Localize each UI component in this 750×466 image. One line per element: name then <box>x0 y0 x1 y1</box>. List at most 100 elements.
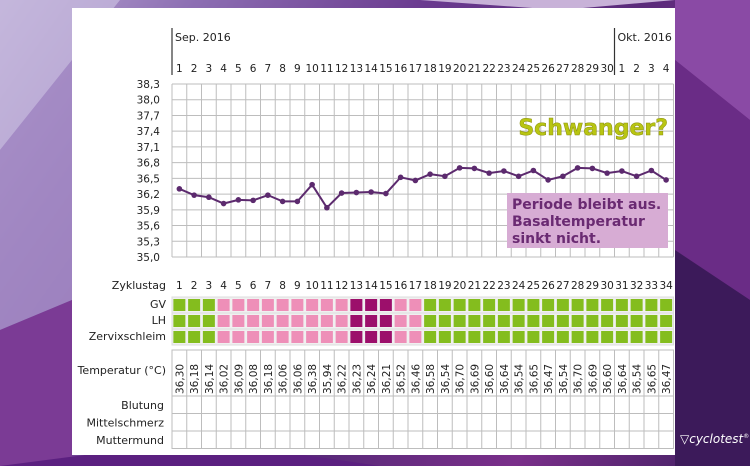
indicator-square <box>630 315 643 327</box>
indicator-square <box>438 331 451 343</box>
y-tick-label: 37,1 <box>137 142 160 154</box>
indicator-square <box>527 299 540 311</box>
month-label: Sep. 2016 <box>175 31 231 44</box>
indicator-square <box>556 331 569 343</box>
indicator-square <box>615 315 628 327</box>
indicator-square <box>542 299 555 311</box>
indicator-row-label: GV <box>150 298 167 311</box>
cycle-day: 9 <box>294 280 301 292</box>
temperature-value: 36,47 <box>543 364 555 394</box>
indicator-square <box>394 331 407 343</box>
note-box <box>507 193 668 248</box>
temperature-point <box>176 186 183 192</box>
cycle-day: 7 <box>265 280 272 292</box>
y-tick-label: 35,6 <box>137 221 161 233</box>
indicator-square <box>424 299 437 311</box>
temperature-value: 35,94 <box>322 364 334 394</box>
temperature-point <box>206 194 212 201</box>
extra-row-label: Blutung <box>121 399 164 412</box>
indicator-square <box>276 299 289 311</box>
indicator-square <box>379 331 392 343</box>
indicator-square <box>424 315 437 327</box>
date-label: 17 <box>409 63 422 75</box>
indicator-square <box>306 315 319 327</box>
cycle-day: 1 <box>176 280 183 292</box>
date-label: 8 <box>279 63 286 75</box>
indicator-row-label: LH <box>152 314 166 327</box>
indicator-square <box>660 299 673 311</box>
indicator-square <box>468 315 481 327</box>
date-label: 24 <box>512 63 526 75</box>
date-label: 16 <box>394 63 408 75</box>
cycle-day: 8 <box>279 280 286 292</box>
temperature-value: 36,70 <box>573 364 585 394</box>
indicator-square <box>586 331 599 343</box>
date-label: 9 <box>294 63 301 75</box>
indicator-square <box>335 331 348 343</box>
temperature-value: 36,09 <box>233 364 245 394</box>
indicator-square <box>660 331 673 343</box>
cycle-day: 23 <box>497 280 510 292</box>
temperature-value: 36,54 <box>558 364 570 394</box>
indicator-square <box>291 315 304 327</box>
indicator-square <box>320 315 333 327</box>
indicator-square <box>660 315 673 327</box>
cycle-day: 4 <box>220 280 227 292</box>
indicator-square <box>188 299 201 311</box>
temperature-point <box>427 171 433 177</box>
temperature-point <box>397 174 404 181</box>
temperature-value: 36,65 <box>646 364 658 394</box>
cycle-day: 33 <box>645 280 658 292</box>
temperature-point <box>265 192 271 198</box>
temperature-point <box>383 190 389 197</box>
indicator-square <box>468 331 481 343</box>
indicator-square <box>173 331 186 343</box>
indicator-square <box>394 299 407 311</box>
date-label: 19 <box>438 63 451 75</box>
indicator-square <box>497 331 510 343</box>
indicator-square <box>483 315 496 327</box>
indicator-square <box>291 331 304 343</box>
indicator-square <box>601 299 614 311</box>
note-line: sinkt nicht. <box>512 231 601 247</box>
temperature-value: 36,64 <box>499 364 511 394</box>
temperature-point <box>309 181 315 188</box>
indicator-square <box>365 315 378 327</box>
temperature-point <box>353 189 360 196</box>
temperature-value: 36,06 <box>278 364 290 394</box>
indicator-square <box>586 315 599 327</box>
cycle-day: 25 <box>527 280 540 292</box>
y-tick-label: 35,0 <box>137 252 160 264</box>
temperature-value: 36,08 <box>248 364 260 394</box>
cycle-day: 12 <box>335 280 348 292</box>
date-label: 28 <box>571 63 584 75</box>
indicator-square <box>173 299 186 311</box>
temperature-point <box>368 189 374 195</box>
date-label: 4 <box>663 63 670 75</box>
indicator-square <box>306 331 319 343</box>
month-label: Okt. 2016 <box>618 31 672 44</box>
cycle-day: 11 <box>320 280 333 292</box>
indicator-square <box>542 315 555 327</box>
indicator-square <box>453 315 466 327</box>
date-label: 3 <box>206 63 213 75</box>
temperature-point <box>412 177 419 184</box>
temperature-value: 36,38 <box>307 364 319 394</box>
indicator-square <box>261 315 274 327</box>
temperature-point <box>220 200 227 207</box>
temperature-point <box>501 168 507 174</box>
y-tick-label: 36,2 <box>137 189 160 201</box>
y-tick-label: 38,3 <box>137 79 160 91</box>
indicator-square <box>379 315 392 327</box>
temperature-point <box>442 173 448 180</box>
cycle-day: 6 <box>250 280 257 292</box>
y-tick-label: 36,5 <box>137 173 160 185</box>
date-label: 13 <box>350 63 363 75</box>
indicator-square <box>379 299 392 311</box>
temperature-point <box>574 165 581 171</box>
cycle-day: 5 <box>235 280 242 292</box>
y-tick-label: 37,7 <box>137 110 160 122</box>
date-label: 1 <box>619 63 626 75</box>
